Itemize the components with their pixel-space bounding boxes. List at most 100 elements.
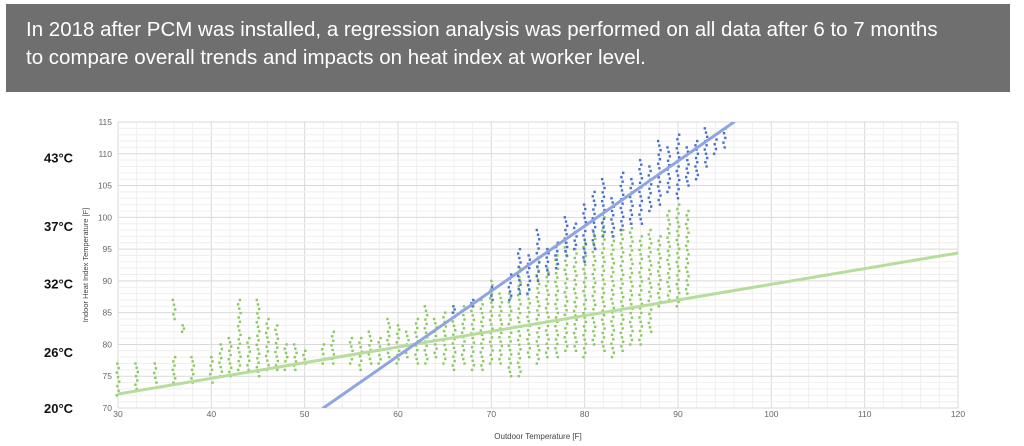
green-data-point: [647, 277, 650, 280]
green-data-point: [582, 355, 585, 359]
green-data-point: [556, 333, 560, 337]
blue-data-point: [594, 203, 597, 207]
green-data-point: [574, 270, 577, 273]
blue-data-point: [667, 150, 670, 154]
green-data-point: [432, 317, 436, 321]
green-data-point: [610, 297, 613, 301]
green-data-point: [507, 344, 510, 347]
green-data-point: [283, 347, 286, 350]
green-data-point: [631, 285, 634, 288]
blue-data-point: [591, 239, 594, 242]
green-data-point: [480, 320, 483, 324]
green-data-point: [499, 340, 502, 343]
banner-text-line-2: to compare overall trends and impacts on…: [26, 46, 646, 69]
green-data-point: [668, 276, 671, 279]
green-data-point: [498, 305, 502, 308]
green-data-point: [666, 227, 670, 230]
green-data-point: [564, 259, 567, 262]
green-data-point: [678, 247, 681, 251]
green-data-point: [517, 375, 520, 378]
green-data-point: [527, 342, 530, 345]
green-data-point: [433, 351, 436, 355]
green-data-point: [611, 347, 614, 350]
green-data-point: [387, 343, 390, 346]
green-data-point: [675, 238, 678, 242]
green-data-point: [677, 278, 680, 281]
green-data-point: [592, 286, 595, 289]
blue-data-point: [640, 163, 643, 166]
green-data-point: [592, 308, 595, 311]
green-data-point: [174, 377, 177, 380]
green-data-point: [444, 325, 448, 328]
green-data-point: [228, 341, 232, 344]
blue-data-point: [518, 256, 521, 260]
green-data-point: [648, 326, 652, 329]
green-data-point: [554, 325, 557, 328]
green-data-point: [424, 362, 427, 365]
blue-data-point: [517, 287, 520, 291]
blue-data-point: [610, 197, 613, 200]
green-data-point: [415, 335, 418, 339]
green-data-point: [434, 343, 437, 346]
blue-data-point: [556, 250, 559, 253]
blue-data-point: [451, 311, 454, 314]
green-data-point: [592, 233, 596, 236]
blue-data-point: [527, 275, 530, 278]
blue-data-point: [601, 235, 604, 238]
green-data-point: [684, 288, 688, 291]
green-data-point: [517, 307, 520, 310]
green-data-point: [480, 342, 483, 345]
green-data-point: [628, 320, 632, 324]
green-data-point: [461, 322, 464, 326]
y-tick-label: 95: [103, 244, 113, 254]
green-data-point: [584, 351, 587, 354]
green-data-point: [386, 339, 389, 342]
green-data-point: [535, 318, 538, 321]
blue-data-point: [518, 292, 522, 295]
blue-data-point: [638, 213, 641, 216]
x-tick-label: 80: [580, 409, 590, 419]
blue-data-point: [519, 261, 522, 264]
blue-data-point: [554, 254, 557, 257]
blue-data-point: [592, 221, 596, 224]
green-data-point: [479, 329, 482, 332]
green-data-point: [657, 305, 660, 308]
green-data-point: [471, 314, 474, 317]
green-data-point: [556, 311, 560, 315]
blue-data-point: [536, 279, 540, 283]
blue-data-point: [676, 174, 680, 177]
green-data-point: [331, 348, 334, 352]
green-data-point: [594, 259, 597, 263]
green-data-point: [211, 381, 214, 384]
green-data-point: [620, 278, 623, 281]
green-data-point: [638, 329, 642, 333]
green-data-point: [134, 383, 137, 386]
green-data-point: [255, 366, 258, 369]
green-data-point: [630, 280, 633, 284]
green-data-point: [220, 347, 224, 351]
green-data-point: [451, 342, 454, 345]
blue-data-point: [620, 189, 624, 192]
green-data-point: [359, 368, 362, 372]
green-data-point: [554, 347, 557, 350]
green-data-point: [172, 360, 175, 363]
green-data-point: [510, 353, 513, 356]
green-data-point: [631, 240, 634, 243]
green-data-point: [628, 231, 632, 234]
green-data-point: [425, 344, 428, 348]
green-data-point: [472, 341, 476, 344]
blue-data-point: [628, 195, 632, 199]
green-data-point: [490, 292, 494, 296]
green-data-point: [554, 294, 558, 297]
blue-data-point: [638, 158, 642, 162]
y-tick-label: 80: [103, 339, 113, 349]
green-data-point: [388, 355, 391, 359]
green-data-point: [482, 316, 485, 319]
green-data-point: [687, 253, 690, 256]
green-data-point: [621, 237, 624, 241]
green-data-point: [630, 302, 633, 306]
green-data-point: [528, 311, 531, 314]
green-data-point: [294, 368, 297, 372]
green-data-point: [451, 364, 454, 367]
green-data-point: [526, 329, 530, 332]
